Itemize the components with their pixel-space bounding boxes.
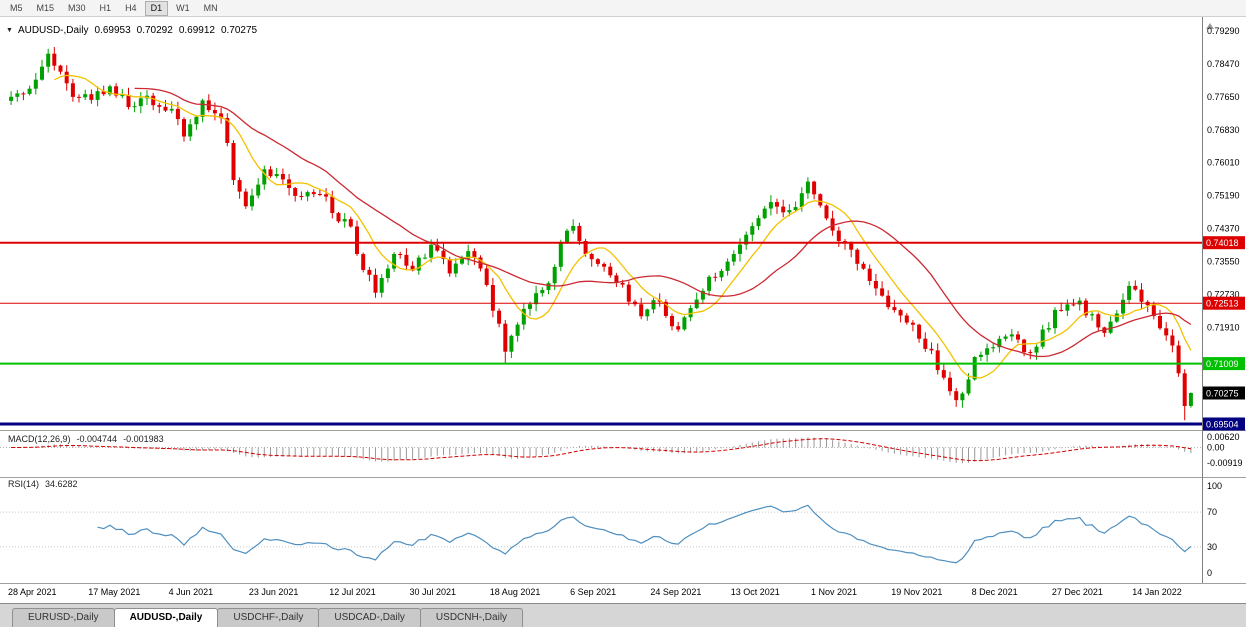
tab-eurusd-daily[interactable]: EURUSD-,Daily (12, 608, 115, 627)
date-axis-label: 27 Dec 2021 (1052, 587, 1103, 597)
price-axis-label: 0.71910 (1207, 322, 1240, 332)
candle-bodies-down (21, 53, 1187, 406)
macd-value-signal: -0.001983 (123, 434, 164, 444)
price-badge-label: 0.69504 (1206, 420, 1239, 430)
price-axis-label: 0.73550 (1207, 257, 1240, 267)
date-axis-label: 24 Sep 2021 (650, 587, 701, 597)
date-axis-label: 4 Jun 2021 (169, 587, 214, 597)
date-axis-label: 8 Dec 2021 (972, 587, 1018, 597)
chart-area[interactable]: 0.79290 0.78470 0.77650 0.76830 0.76010 0.751… (0, 17, 1246, 603)
timeframe-button-h1[interactable]: H1 (99, 2, 112, 13)
timeframe-button-mn[interactable]: MN (203, 2, 218, 13)
tab-audusd-daily[interactable]: AUDUSD-,Daily (113, 608, 219, 627)
axis-scroll-icon[interactable] (1206, 23, 1214, 29)
price-badge-label: 0.71009 (1206, 359, 1239, 369)
rsi-axis-label: 30 (1207, 542, 1217, 552)
timeframe-button-m15[interactable]: M15 (36, 2, 55, 13)
timeframe-button-w1[interactable]: W1 (176, 2, 190, 13)
ohlc-close: 0.70275 (220, 25, 258, 36)
macd-axis-label: 0.00620 (1207, 432, 1240, 442)
rsi-axis-label: 70 (1207, 507, 1217, 517)
tab-usdcnh-daily[interactable]: USDCNH-,Daily (419, 608, 524, 627)
price-axis-label: 0.72730 (1207, 289, 1240, 299)
date-axis-label: 1 Nov 2021 (811, 587, 857, 597)
rsi-line (97, 504, 1192, 564)
date-axis-label: 17 May 2021 (88, 587, 140, 597)
chart-background (0, 17, 1246, 603)
timeframe-button-d1[interactable]: D1 (144, 0, 169, 16)
chart-symbol: AUDUSD-,Daily (17, 25, 89, 36)
timeframe-button-m30[interactable]: M30 (68, 2, 86, 13)
price-badge (1203, 296, 1245, 310)
chart-menu-icon[interactable]: ▼ (6, 26, 13, 34)
ohlc-open: 0.69953 (94, 25, 131, 36)
ohlc-low: 0.69912 (178, 25, 215, 36)
timeframe-button-h4[interactable]: H4 (125, 2, 137, 13)
rsi-axis-label: 0 (1207, 568, 1212, 578)
price-badge (1203, 236, 1245, 250)
date-axis-label: 13 Oct 2021 (731, 587, 780, 597)
price-axis-label: 0.75190 (1207, 191, 1240, 201)
macd-label: MACD(12,26,9) -0.004744 -0.001983 (8, 434, 164, 444)
ma-slow-line (134, 87, 1192, 358)
rsi-name: RSI(14) (8, 479, 40, 489)
price-badge (1203, 386, 1245, 400)
price-badge-label: 0.70275 (1206, 389, 1239, 399)
price-badge (1203, 357, 1245, 371)
macd-name: MACD(12,26,9) (8, 434, 71, 444)
price-badge-label: 0.74018 (1206, 238, 1239, 248)
rsi-value: 34.6282 (45, 479, 78, 489)
tab-usdchf-daily[interactable]: USDCHF-,Daily (217, 608, 320, 627)
price-axis-label: 0.77650 (1207, 92, 1240, 102)
date-axis-label: 28 Apr 2021 (8, 587, 57, 597)
candle-bodies-up (9, 53, 1193, 406)
price-axis-label: 0.78470 (1207, 59, 1240, 69)
price-chart-svg[interactable]: 0.79290 0.78470 0.77650 0.76830 0.76010 0.751… (0, 17, 1246, 603)
date-axis-label: 14 Jan 2022 (1132, 587, 1182, 597)
price-axis-label: 0.74370 (1207, 224, 1240, 234)
time-axis[interactable] (0, 584, 1246, 603)
chart-title: ▼ AUDUSD-,Daily 0.69953 0.70292 0.69912 … (6, 25, 257, 36)
rsi-label: RSI(14) 34.6282 (8, 479, 78, 489)
ohlc-high: 0.70292 (136, 25, 173, 36)
date-axis-label: 18 Aug 2021 (490, 587, 541, 597)
macd-axis-label: 0.00 (1207, 443, 1225, 453)
macd-signal-line (11, 438, 1191, 462)
symbol-tabbar: EURUSD-,Daily AUDUSD-,Daily USDCHF-,Dail… (0, 603, 1246, 627)
ma-fast-line (54, 74, 1192, 379)
timeframe-toolbar: M5 M15 M30 H1 H4 D1 W1 MN (0, 0, 1246, 17)
price-axis-label: 0.76830 (1207, 125, 1240, 135)
rsi-axis-label: 100 (1207, 481, 1222, 491)
price-axis-label: 0.76010 (1207, 158, 1240, 168)
price-badge (1203, 417, 1245, 431)
date-axis-label: 30 Jul 2021 (410, 587, 457, 597)
date-axis-label: 6 Sep 2021 (570, 587, 616, 597)
date-axis-label: 23 Jun 2021 (249, 587, 299, 597)
macd-value-main: -0.004744 (76, 434, 118, 444)
tab-usdcad-daily[interactable]: USDCAD-,Daily (318, 608, 421, 627)
price-axis-label: 0.79290 (1207, 26, 1240, 36)
timeframe-button-m5[interactable]: M5 (10, 2, 23, 13)
price-badge-label: 0.72513 (1206, 299, 1239, 309)
date-axis-label: 19 Nov 2021 (891, 587, 942, 597)
date-axis-label: 12 Jul 2021 (329, 587, 376, 597)
macd-axis-label: -0.00919 (1207, 458, 1243, 468)
